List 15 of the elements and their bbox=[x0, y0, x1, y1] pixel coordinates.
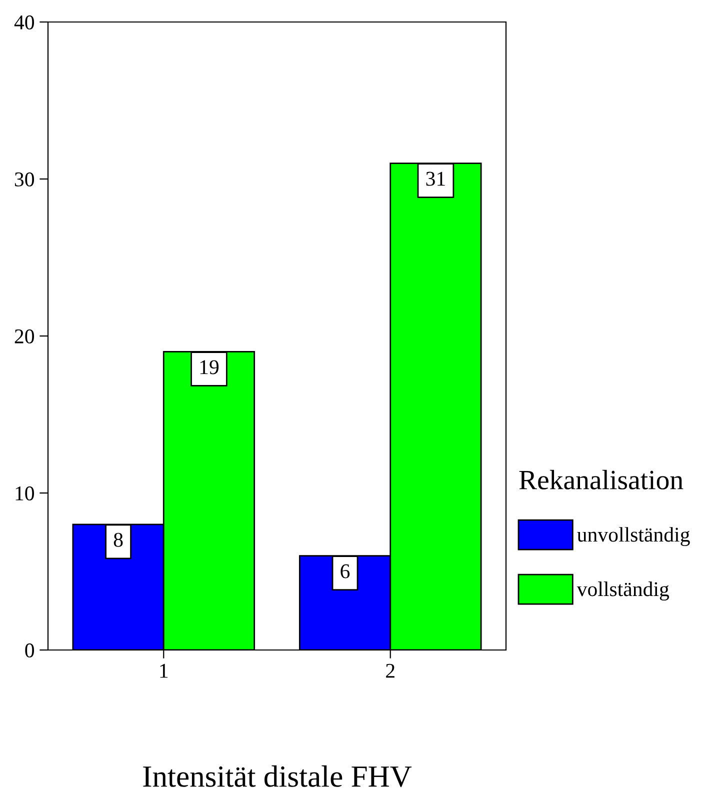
y-tick-label: 0 bbox=[25, 643, 34, 658]
y-tick-label: 20 bbox=[14, 329, 34, 344]
data-label: 19 bbox=[200, 360, 219, 374]
x-axis-title: Intensität distale FHV bbox=[143, 765, 412, 788]
legend-title: Rekanalisation bbox=[519, 470, 684, 490]
y-tick-label: 30 bbox=[14, 172, 34, 186]
x-tick-label: 1 bbox=[160, 664, 168, 678]
data-label: 31 bbox=[426, 172, 445, 186]
data-label: 8 bbox=[114, 532, 123, 547]
x-tick-label: 2 bbox=[386, 664, 394, 678]
legend-label: unvollständig bbox=[577, 527, 690, 546]
y-tick-label: 10 bbox=[16, 486, 34, 500]
data-label: 6 bbox=[340, 564, 350, 578]
legend-label: vollständig bbox=[576, 582, 670, 601]
y-tick-label: 40 bbox=[14, 15, 34, 30]
